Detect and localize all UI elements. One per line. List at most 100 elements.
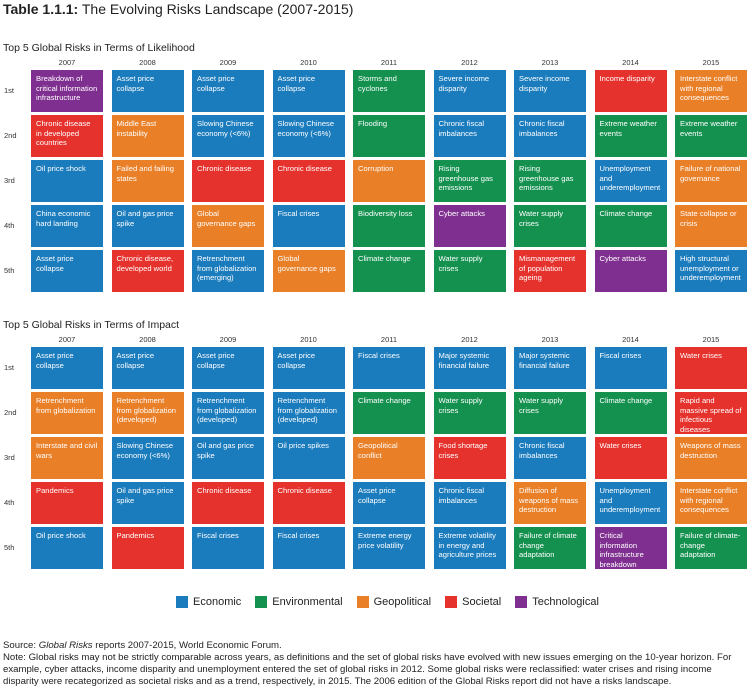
- legend-swatch: [255, 596, 268, 608]
- impact-risk-cell: Pandemics: [111, 527, 184, 569]
- impact-year-2012: 2012: [461, 335, 478, 344]
- likelihood-risk-cell: Oil price shock: [31, 160, 103, 202]
- likelihood-risk-cell: Global governance gaps: [272, 250, 345, 292]
- likelihood-risk-cell: Asset price collapse: [31, 250, 103, 292]
- impact-risk-cell: Major systemic financial failure: [433, 347, 506, 389]
- likelihood-risk-cell: Climate change: [594, 205, 667, 247]
- likelihood-year-2008: 2008: [139, 58, 156, 67]
- impact-risk-cell: Climate change: [353, 392, 425, 434]
- likelihood-rank-label: 1st: [4, 86, 15, 95]
- impact-risk-cell: Asset price collapse: [353, 482, 425, 524]
- impact-risk-cell: Interstate conflict with regional conseq…: [675, 482, 747, 524]
- likelihood-risk-cell: Failure of national governance: [675, 160, 747, 202]
- likelihood-heading: Top 5 Global Risks in Terms of Likelihoo…: [3, 42, 195, 54]
- impact-risk-cell: Major systemic financial failure: [514, 347, 586, 389]
- impact-risk-cell: Weapons of mass destruction: [675, 437, 747, 479]
- legend-label: Technological: [532, 596, 599, 608]
- likelihood-year-2007: 2007: [58, 58, 76, 67]
- impact-risk-cell: Chronic disease: [272, 482, 345, 524]
- impact-rank-label: 1st: [4, 363, 15, 372]
- likelihood-risk-cell: Middle East instability: [111, 115, 184, 157]
- likelihood-risk-cell: Chronic fiscal imbalances: [433, 115, 506, 157]
- likelihood-risk-cell: Failed and failing states: [111, 160, 184, 202]
- impact-risk-cell: Retrenchment from globalization (develop…: [272, 392, 345, 434]
- likelihood-year-2013: 2013: [541, 58, 559, 67]
- impact-risk-cell: Interstate and civil wars: [31, 437, 103, 479]
- likelihood-risk-cell: Fiscal crises: [272, 205, 345, 247]
- likelihood-risk-cell: Global governance gaps: [192, 205, 264, 247]
- likelihood-risk-cell: Flooding: [353, 115, 425, 157]
- likelihood-risk-cell: Slowing Chinese economy (<6%): [272, 115, 345, 157]
- impact-year-2015: 2015: [702, 335, 720, 344]
- impact-risk-cell: Food shortage crises: [433, 437, 506, 479]
- likelihood-rank-label: 4th: [4, 221, 15, 230]
- likelihood-risk-cell: Asset price collapse: [192, 70, 264, 112]
- impact-year-2008: 2008: [139, 335, 156, 344]
- likelihood-risk-cell: Asset price collapse: [272, 70, 345, 112]
- likelihood-risk-cell: State collapse or crisis: [675, 205, 747, 247]
- likelihood-risk-cell: Chronic fiscal imbalances: [514, 115, 586, 157]
- likelihood-risk-cell: Cyber attacks: [594, 250, 667, 292]
- likelihood-risk-cell: Corruption: [353, 160, 425, 202]
- legend-swatch: [515, 596, 528, 608]
- impact-risk-cell: Oil price spikes: [272, 437, 345, 479]
- impact-rank-label: 5th: [4, 543, 15, 552]
- impact-risk-cell: Asset price collapse: [111, 347, 184, 389]
- impact-risk-cell: Chronic fiscal imbalances: [514, 437, 586, 479]
- legend-label: Economic: [193, 596, 242, 608]
- impact-year-2011: 2011: [380, 335, 398, 344]
- impact-risk-cell: Fiscal crises: [594, 347, 667, 389]
- impact-risk-cell: Pandemics: [31, 482, 103, 524]
- likelihood-rank-label: 5th: [4, 266, 15, 275]
- likelihood-risk-cell: Severe income disparity: [514, 70, 586, 112]
- likelihood-risk-cell: Unemployment and underemployment: [594, 160, 667, 202]
- impact-risk-cell: Fiscal crises: [192, 527, 264, 569]
- legend-item-societal: Societal: [445, 596, 501, 608]
- likelihood-year-2011: 2011: [380, 58, 398, 67]
- impact-risk-cell: Failure of climate change adaptation: [514, 527, 586, 569]
- likelihood-risk-cell: Interstate conflict with regional conseq…: [675, 70, 747, 112]
- likelihood-risk-cell: Climate change: [353, 250, 425, 292]
- likelihood-risk-cell: Asset price collapse: [111, 70, 184, 112]
- likelihood-risk-cell: Retrenchment from globalization (emergin…: [192, 250, 264, 292]
- impact-risk-cell: Chronic fiscal imbalances: [433, 482, 506, 524]
- impact-risk-cell: Oil and gas price spike: [111, 482, 184, 524]
- impact-risk-cell: Water crises: [594, 437, 667, 479]
- legend-label: Environmental: [272, 596, 343, 608]
- impact-risk-cell: Fiscal crises: [272, 527, 345, 569]
- likelihood-risk-cell: Chronic disease in developed countries: [31, 115, 103, 157]
- impact-risk-cell: Retrenchment from globalization (develop…: [111, 392, 184, 434]
- likelihood-risk-cell: Mismanagement of population ageing: [514, 250, 586, 292]
- impact-risk-cell: Rapid and massive spread of infectious d…: [675, 392, 747, 434]
- impact-risk-cell: Critical information infrastructure brea…: [594, 527, 667, 569]
- impact-risk-cell: Oil price shock: [31, 527, 103, 569]
- table-number: Table 1.1.1:: [3, 1, 79, 17]
- likelihood-risk-cell: Severe income disparity: [433, 70, 506, 112]
- likelihood-year-2015: 2015: [702, 58, 720, 67]
- legend-swatch: [356, 596, 369, 608]
- likelihood-risk-cell: Income disparity: [594, 70, 667, 112]
- impact-risk-cell: Geopolitical conflict: [353, 437, 425, 479]
- likelihood-risk-cell: Extreme weather events: [675, 115, 747, 157]
- legend-item-economic: Economic: [176, 596, 241, 608]
- likelihood-risk-cell: China economic hard landing: [31, 205, 103, 247]
- likelihood-risk-cell: Extreme weather events: [594, 115, 667, 157]
- legend-label: Geopolitical: [373, 596, 432, 608]
- likelihood-risk-cell: Breakdown of critical information infras…: [31, 70, 103, 112]
- impact-risk-cell: Asset price collapse: [31, 347, 103, 389]
- likelihood-risk-cell: Cyber attacks: [433, 205, 506, 247]
- impact-risk-cell: Failure of climate-change adaptation: [675, 527, 747, 569]
- legend-label: Societal: [462, 596, 502, 608]
- likelihood-risk-cell: Rising greenhouse gas emissions: [514, 160, 586, 202]
- likelihood-risk-cell: Rising greenhouse gas emissions: [433, 160, 506, 202]
- legend-item-geopolitical: Geopolitical: [356, 596, 432, 608]
- impact-risk-cell: Extreme volatility in energy and agricul…: [433, 527, 506, 569]
- likelihood-year-2010: 2010: [300, 58, 317, 67]
- impact-risk-cell: Water supply crises: [433, 392, 506, 434]
- impact-risk-cell: Asset price collapse: [272, 347, 345, 389]
- impact-heading: Top 5 Global Risks in Terms of Impact: [3, 319, 180, 331]
- impact-risk-cell: Retrenchment from globalization (develop…: [192, 392, 264, 434]
- impact-rank-label: 2nd: [4, 408, 17, 417]
- impact-risk-cell: Fiscal crises: [353, 347, 425, 389]
- impact-rank-label: 3rd: [4, 453, 15, 462]
